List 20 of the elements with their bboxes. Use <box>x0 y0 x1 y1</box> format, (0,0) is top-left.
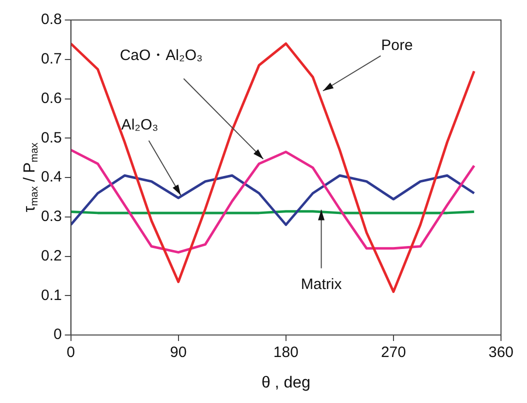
x-tick-label: 0 <box>66 344 76 362</box>
y-tick-label: 0.8 <box>40 11 62 28</box>
y-tick-label: 0.2 <box>40 247 62 264</box>
annotation: Pore <box>381 37 413 54</box>
x-axis-title: θ , deg <box>261 374 310 392</box>
x-tick-label: 360 <box>488 344 514 362</box>
y-tick-label: 0.4 <box>40 168 62 186</box>
y-tick-label: 0.6 <box>40 90 62 107</box>
annotation: CaO・Al₂O₃ <box>120 47 203 64</box>
annotation: Matrix <box>300 276 342 293</box>
y-axis-title: τmax / Pmax <box>21 142 41 212</box>
x-tick-label: 270 <box>380 344 406 362</box>
y-tick-label: 0.7 <box>40 50 62 68</box>
annotation: Al₂O₃ <box>121 116 158 134</box>
y-tick-label: 0.1 <box>40 286 62 304</box>
x-tick-label: 90 <box>170 344 187 362</box>
y-tick-label: 0 <box>54 326 62 344</box>
y-tick-label: 0.5 <box>40 129 62 146</box>
x-tick-label: 180 <box>273 344 298 362</box>
y-tick-label: 0.3 <box>40 208 62 226</box>
